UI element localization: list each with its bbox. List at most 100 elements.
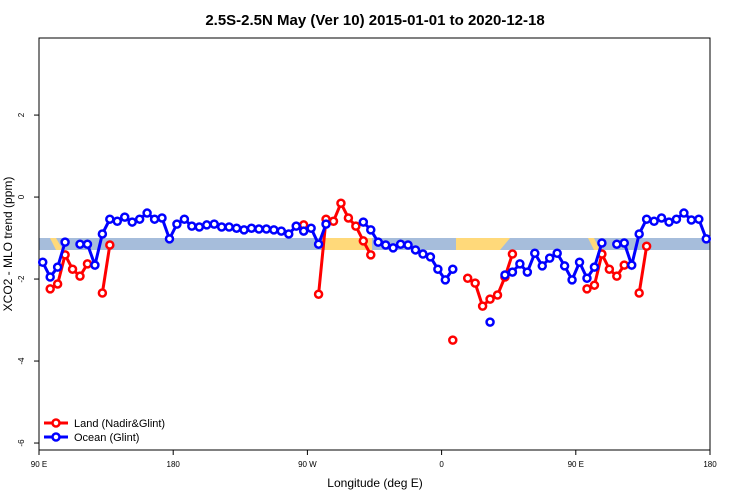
data-point — [231, 223, 242, 233]
data-point — [105, 214, 115, 224]
data-point — [276, 226, 287, 236]
data-point — [500, 270, 510, 280]
data-point — [373, 237, 383, 247]
data-point — [82, 239, 93, 249]
data-point — [37, 257, 48, 267]
data-point — [90, 260, 100, 270]
data-point — [351, 221, 361, 231]
data-point — [418, 249, 428, 259]
data-point — [82, 259, 93, 269]
series — [37, 208, 712, 327]
data-point — [507, 267, 518, 277]
data-point — [559, 261, 570, 271]
data-point — [634, 288, 644, 298]
land-band — [456, 238, 510, 250]
data-point — [60, 237, 70, 247]
y-tick-label: -4 — [17, 357, 26, 365]
data-point — [656, 213, 667, 223]
y-tick-label: 0 — [17, 194, 26, 199]
data-point — [97, 288, 108, 298]
legend-marker — [51, 418, 61, 428]
data-point — [574, 257, 585, 267]
data-point — [119, 212, 130, 222]
y-tick-label: 2 — [17, 112, 26, 117]
x-tick-label: 90 E — [31, 460, 47, 469]
x-tick-label: 180 — [167, 460, 181, 469]
data-point — [612, 271, 622, 281]
data-point — [388, 243, 398, 253]
data-point — [105, 240, 115, 250]
data-point — [612, 239, 622, 249]
data-point — [343, 213, 354, 223]
data-point — [164, 234, 175, 244]
data-point — [149, 214, 160, 224]
data-point — [75, 271, 85, 281]
data-point — [306, 223, 316, 233]
y-tick-label: -2 — [17, 275, 26, 283]
y-axis-label: XCO2 - MLO trend (ppm) — [1, 177, 15, 312]
data-point — [433, 264, 443, 274]
data-point — [194, 222, 205, 232]
data-point — [403, 240, 413, 250]
data-point — [366, 250, 376, 260]
data-point — [440, 275, 451, 285]
data-point — [313, 289, 324, 299]
data-point — [448, 264, 458, 274]
y-tick-label: -6 — [17, 439, 26, 447]
data-point — [485, 294, 495, 304]
x-tick-label: 180 — [703, 460, 717, 469]
data-point — [246, 223, 257, 233]
data-point — [336, 198, 346, 208]
x-tick-label: 90 W — [298, 460, 317, 469]
data-point — [492, 290, 503, 300]
land-band — [588, 238, 600, 250]
data-point — [664, 217, 674, 227]
data-point — [619, 238, 630, 248]
data-point — [328, 216, 339, 226]
data-point — [112, 216, 123, 226]
data-point — [470, 278, 480, 288]
data-point — [634, 229, 644, 239]
series-line — [637, 246, 649, 294]
data-point — [701, 234, 712, 244]
data-point — [544, 253, 555, 263]
legend-label: Ocean (Glint) — [74, 432, 139, 444]
data-point — [649, 216, 659, 226]
data-point — [530, 248, 540, 258]
series — [45, 198, 652, 345]
data-point — [552, 248, 562, 258]
data-point — [425, 252, 436, 262]
data-point — [597, 238, 607, 248]
series-line — [41, 241, 67, 280]
data-point — [45, 272, 55, 282]
data-point — [671, 214, 682, 224]
data-point — [366, 225, 376, 235]
data-point — [515, 259, 525, 269]
data-point — [254, 224, 264, 234]
x-axis-label: Longitude (deg E) — [327, 476, 422, 490]
land-band — [50, 238, 63, 250]
data-point — [45, 284, 55, 294]
data-point — [202, 220, 212, 230]
data-point — [179, 214, 190, 224]
data-point — [589, 280, 600, 290]
chart-title: 2.5S-2.5N May (Ver 10) 2015-01-01 to 202… — [205, 12, 544, 29]
data-point — [641, 241, 652, 252]
data-point — [582, 284, 592, 294]
data-point — [209, 219, 219, 229]
data-point — [619, 260, 630, 270]
data-point — [298, 226, 309, 236]
data-point — [313, 239, 324, 249]
data-point — [522, 267, 533, 277]
data-point — [134, 214, 145, 224]
legend-marker — [51, 432, 61, 442]
series-line — [100, 244, 112, 294]
data-point — [284, 229, 294, 239]
data-point — [582, 273, 592, 283]
data-point — [395, 239, 406, 249]
data-point — [67, 264, 78, 274]
data-point — [358, 217, 369, 227]
data-point — [485, 317, 495, 327]
data-point — [410, 245, 421, 255]
